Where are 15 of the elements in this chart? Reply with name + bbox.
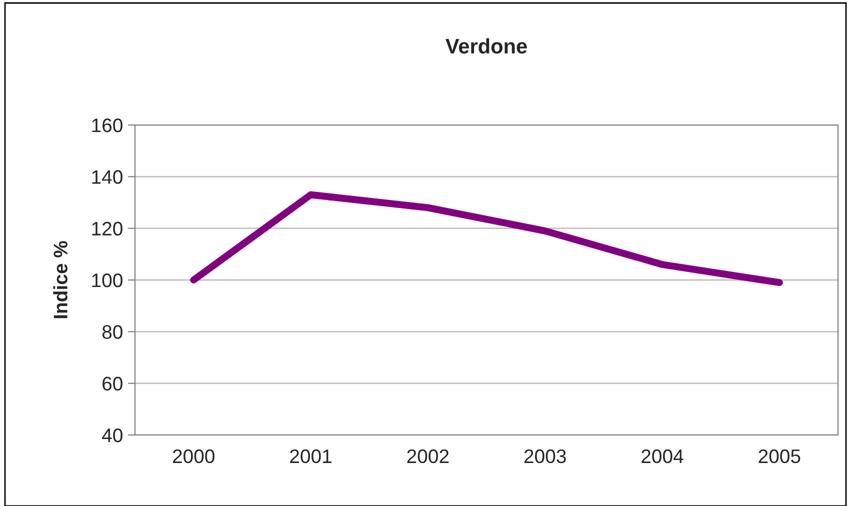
x-tick-label: 2005 (758, 449, 800, 464)
chart-title: Verdone (446, 38, 527, 54)
x-tick-label: 2001 (290, 449, 332, 464)
x-tick-label: 2002 (407, 449, 449, 464)
y-tick-label: 160 (92, 118, 122, 132)
y-tick-label: 140 (92, 170, 122, 184)
x-tick-label: 2004 (642, 449, 684, 464)
x-tick-label: 2003 (524, 449, 566, 464)
y-tick-label: 60 (102, 376, 122, 391)
y-tick-label: 120 (92, 222, 122, 236)
y-tick-label: 80 (102, 325, 122, 339)
y-tick-label: 40 (102, 428, 122, 442)
y-tick-label: 100 (92, 273, 122, 288)
x-tick-label: 2000 (172, 449, 214, 464)
y-axis-title: Indice % (53, 241, 68, 318)
